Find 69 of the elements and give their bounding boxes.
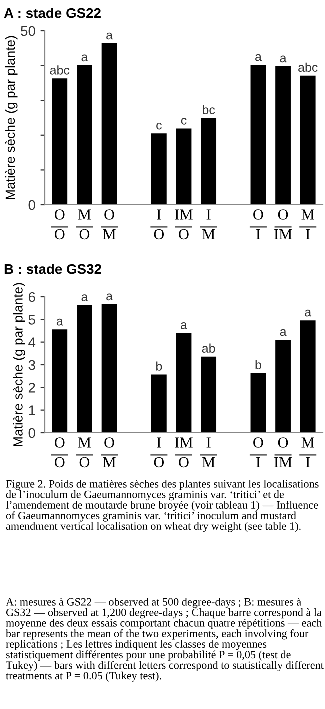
y-tick-label: 0 xyxy=(28,428,36,438)
data-label: a xyxy=(256,54,262,62)
bar xyxy=(250,65,266,205)
data-label: b xyxy=(256,360,262,370)
bar xyxy=(276,340,291,433)
bar xyxy=(52,78,68,205)
y-tick-label: 5 xyxy=(28,315,36,325)
data-label: abc xyxy=(50,66,70,75)
chart-title: B : stade GS32 xyxy=(4,264,102,274)
y-tick-label: 6 xyxy=(28,292,36,302)
y-tick-label: 3 xyxy=(28,360,36,370)
x-tick-label: M I xyxy=(302,438,314,468)
text: A: mesures à GS22 — observed at 500 degree-days ; B: mesures à GS32 — observed at 1,200 degree-days ; Chaque barre correspond à la moyenne des deux essais comportant chacun quatre répétitions — each bar represents the mean of the two experiments, each involving four replications ; Les lettres indiquent les classes de moyennes statistiquement différentes pour une probabilité P = 0,05 (test de Tukey) — bars with different letters correspond to statistically different treatments at P = 0.05 (Tukey test). xyxy=(6,598,324,682)
data-label: a xyxy=(106,294,114,301)
y-tick-label: 50 xyxy=(21,26,36,36)
y-axis-title: Matière sèche (g par plante) xyxy=(5,36,18,200)
x-tick-label: O I xyxy=(254,210,264,240)
bar xyxy=(201,118,217,205)
x-tick-label: I M xyxy=(202,210,216,240)
x-tick-label: M O xyxy=(78,438,92,468)
bar xyxy=(77,65,92,205)
data-label: c xyxy=(156,122,162,130)
data-label: a xyxy=(181,322,188,330)
x-tick-label: M O xyxy=(78,210,92,240)
data-label: abc xyxy=(298,62,318,72)
x-tick-label: IM O xyxy=(175,438,193,468)
x-tick-label: I O xyxy=(154,210,164,240)
bar xyxy=(201,356,217,433)
x-tick-label: O I xyxy=(254,438,264,468)
y-tick-label: 0 xyxy=(28,200,36,210)
data-label: bc xyxy=(203,105,216,114)
data-label: a xyxy=(280,56,287,63)
y-axis-title: Matière sèche (g par plante) xyxy=(13,283,26,446)
data-label: a xyxy=(305,310,312,317)
x-tick-label: O IM xyxy=(274,210,292,240)
bar xyxy=(176,128,192,205)
x-tick-label: M I xyxy=(302,210,314,240)
bar xyxy=(176,333,192,433)
y-tick-label: 2 xyxy=(28,383,36,393)
bar xyxy=(151,374,167,433)
data-label: a xyxy=(56,318,64,326)
y-tick-label: 4 xyxy=(28,338,36,348)
bar xyxy=(300,76,316,205)
x-tick-label: O O xyxy=(55,210,65,240)
data-label: a xyxy=(106,32,114,40)
x-tick-label: IM O xyxy=(175,210,193,240)
x-tick-label: O M xyxy=(103,438,116,468)
x-tick-label: I O xyxy=(154,438,164,468)
data-label: a xyxy=(82,294,88,302)
bar xyxy=(102,304,118,433)
data-label: a xyxy=(280,329,287,336)
x-tick-label: O IM xyxy=(274,438,292,468)
caption: Figure 2. Poids de matières sèches des plantes suivant les localisations de l’inoculum de Gaeumannomyces graminis var. ‘tritici’ et de l’amendement de moutarde brune broyée (voir tableau 1) — Influence of Gaeumannomyces graminis var. ‘tritici’ inoculum and mustard amendment vertical localisation on wheat dry weight (see table 1). xyxy=(6,480,319,532)
bar xyxy=(102,44,118,205)
x-tick-label: I M xyxy=(202,438,216,468)
data-label: a xyxy=(82,54,88,62)
data-label: c xyxy=(181,118,187,125)
bar xyxy=(250,373,266,433)
bar xyxy=(77,305,92,433)
bar xyxy=(151,134,167,205)
bar xyxy=(52,330,68,433)
data-label: ab xyxy=(202,344,216,353)
bar xyxy=(276,66,291,205)
y-tick-label: 1 xyxy=(29,406,36,416)
chart-title: A : stade GS22 xyxy=(4,8,101,18)
bar xyxy=(300,320,316,433)
data-label: b xyxy=(156,362,162,371)
x-tick-label: O O xyxy=(55,438,65,468)
x-tick-label: O M xyxy=(103,210,116,240)
